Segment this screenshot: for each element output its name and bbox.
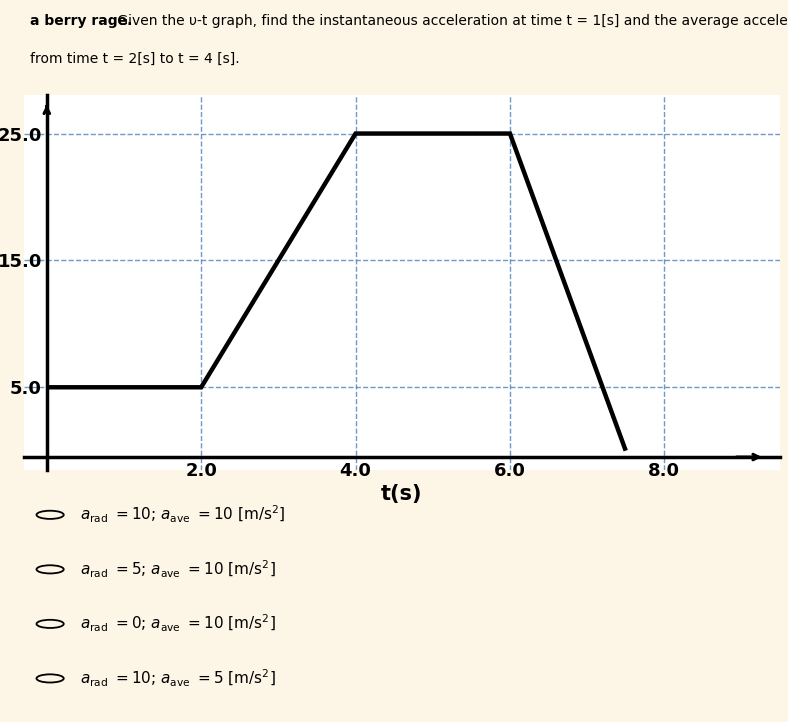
Text: $a_\mathrm{rad}$ $= 10$; $a_\mathrm{ave}$ $= 5\ \mathrm{[m/s^2]}$: $a_\mathrm{rad}$ $= 10$; $a_\mathrm{ave}… [80, 668, 277, 689]
Text: $a_\mathrm{rad}$ $= 5$; $a_\mathrm{ave}$ $= 10\ \mathrm{[m/s^2]}$: $a_\mathrm{rad}$ $= 5$; $a_\mathrm{ave}$… [80, 559, 277, 580]
X-axis label: t(s): t(s) [381, 484, 422, 504]
Text: Given the υ-t graph, find the instantaneous acceleration at time t = 1[s] and th: Given the υ-t graph, find the instantane… [113, 14, 788, 28]
Text: a berry rage.: a berry rage. [30, 14, 132, 28]
Text: $a_\mathrm{rad}$ $= 0$; $a_\mathrm{ave}$ $= 10\ \mathrm{[m/s^2]}$: $a_\mathrm{rad}$ $= 0$; $a_\mathrm{ave}$… [80, 614, 277, 635]
Text: from time t = 2[s] to t = 4 [s].: from time t = 2[s] to t = 4 [s]. [30, 52, 240, 66]
Text: $a_\mathrm{rad}$ $= 10$; $a_\mathrm{ave}$ $= 10\ \mathrm{[m/s^2]}$: $a_\mathrm{rad}$ $= 10$; $a_\mathrm{ave}… [80, 504, 286, 526]
